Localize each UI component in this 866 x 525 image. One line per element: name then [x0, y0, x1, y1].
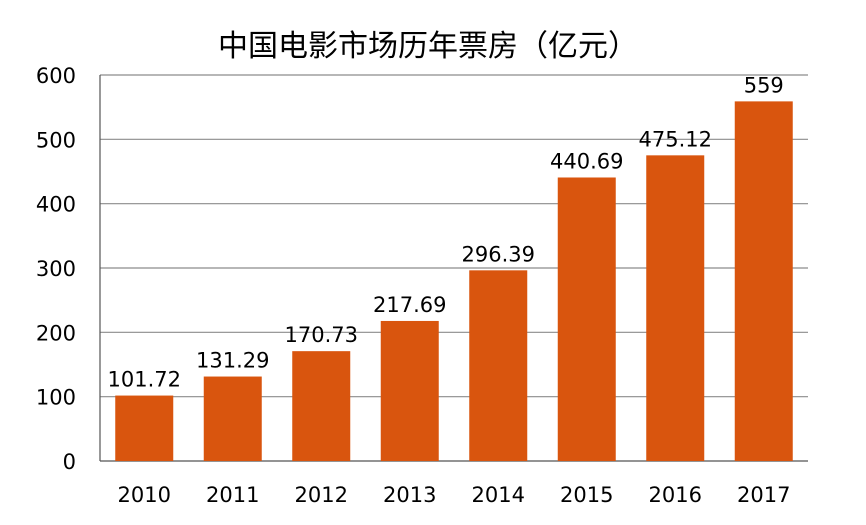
bar [469, 270, 528, 461]
bars [115, 101, 793, 462]
data-label: 559 [744, 73, 784, 97]
x-tick-label: 2014 [472, 483, 525, 507]
y-tick-label: 300 [36, 257, 76, 281]
y-tick-label: 500 [36, 128, 76, 152]
data-label: 296.39 [462, 242, 535, 266]
x-tick-label: 2016 [649, 483, 702, 507]
x-tick-label: 2015 [560, 483, 613, 507]
y-tick-label: 100 [36, 386, 76, 410]
bar [380, 320, 439, 461]
x-tick-label: 2011 [206, 483, 259, 507]
bar [646, 155, 705, 461]
bar [734, 101, 793, 462]
data-label: 131.29 [196, 349, 269, 373]
x-tick-label: 2010 [118, 483, 171, 507]
x-tick-label: 2017 [737, 483, 790, 507]
data-label: 440.69 [550, 149, 623, 173]
bar [203, 376, 262, 461]
chart-title: 中国电影市场历年票房（亿元） [218, 29, 638, 64]
bar [292, 351, 351, 461]
x-tick-label: 2013 [383, 483, 436, 507]
y-axis-tick-labels: 0 100 200 300 400 500 600 [36, 64, 76, 474]
data-label: 170.73 [285, 323, 358, 347]
data-label: 475.12 [639, 127, 712, 151]
x-tick-label: 2012 [295, 483, 348, 507]
data-label: 217.69 [373, 293, 446, 317]
x-axis-tick-labels: 2010 2011 2012 2013 2014 2015 2016 2017 [118, 483, 791, 507]
y-tick-label: 200 [36, 321, 76, 345]
bar [557, 177, 616, 461]
y-tick-label: 400 [36, 193, 76, 217]
bar [115, 395, 174, 461]
data-labels: 101.72 131.29 170.73 217.69 296.39 440.69 475.… [108, 73, 784, 391]
data-label: 101.72 [108, 368, 181, 392]
y-tick-label: 600 [36, 64, 76, 88]
y-tick-label: 0 [63, 450, 76, 474]
